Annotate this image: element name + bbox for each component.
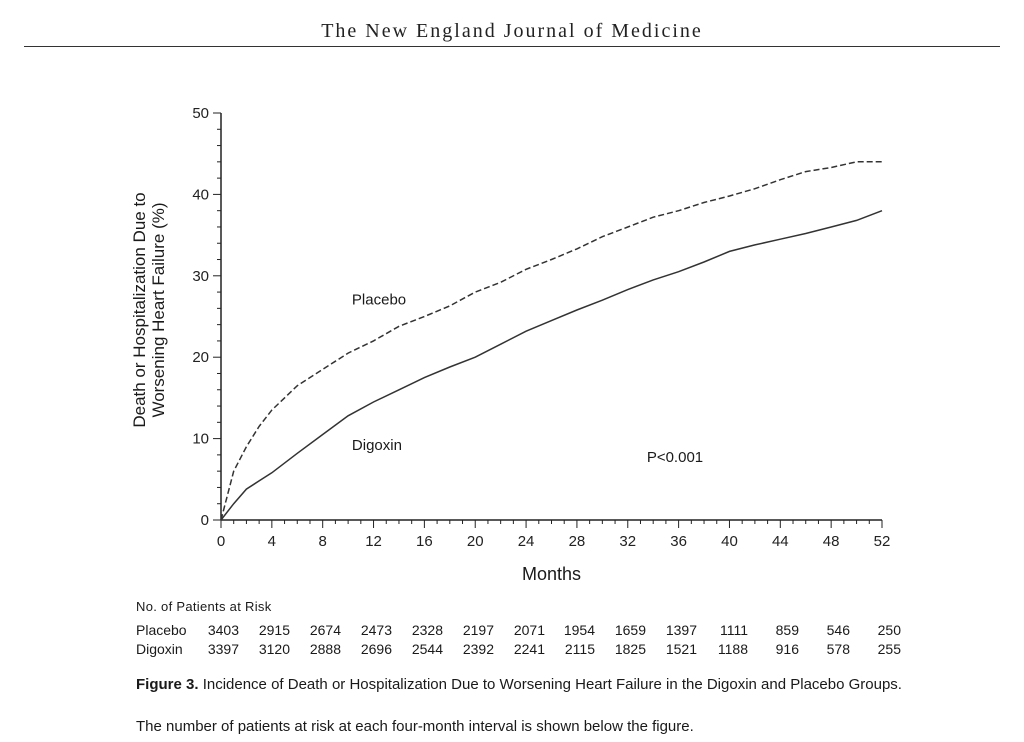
header-rule — [24, 46, 1000, 47]
risk-value: 1397 — [665, 622, 697, 638]
x-tick-label: 4 — [268, 533, 276, 550]
risk-value: 2473 — [360, 622, 392, 638]
y-tick-label: 50 — [192, 105, 209, 122]
risk-value: 578 — [826, 641, 850, 657]
risk-value: 1188 — [717, 641, 748, 657]
y-tick-label: 40 — [192, 186, 209, 203]
risk-value: 2696 — [360, 641, 392, 657]
y-axis-label-line2: Worsening Heart Failure (%) — [149, 202, 168, 418]
series-line-digoxin — [220, 209, 883, 521]
figure-caption: Figure 3. Incidence of Death or Hospital… — [136, 676, 906, 694]
risk-value: 2197 — [462, 622, 494, 638]
y-tick-label: 10 — [192, 431, 209, 448]
x-tick-label: 24 — [518, 533, 535, 550]
x-tick-label: 36 — [670, 533, 687, 550]
risk-value: 2888 — [309, 641, 341, 657]
risk-table-title: No. of Patients at Risk — [136, 599, 272, 614]
risk-value: 1954 — [563, 622, 595, 638]
y-axis-label-line1: Death or Hospitalization Due to — [130, 192, 149, 428]
y-tick-label: 30 — [192, 268, 209, 285]
x-tick-label: 44 — [772, 533, 789, 550]
x-tick-label: 48 — [823, 533, 840, 550]
x-tick-label: 16 — [416, 533, 433, 550]
risk-value: 1825 — [614, 641, 646, 657]
risk-value: 3120 — [258, 641, 290, 657]
series-line-placebo — [220, 161, 882, 521]
p-value-annotation: P<0.001 — [647, 449, 703, 466]
risk-value: 2392 — [462, 641, 494, 657]
x-tick-label: 0 — [217, 533, 225, 550]
risk-value: 2241 — [513, 641, 545, 657]
x-tick-label: 12 — [365, 533, 382, 550]
series-label-digoxin: Digoxin — [352, 437, 402, 454]
figure-note: The number of patients at risk at each f… — [136, 718, 694, 735]
risk-row-name: Placebo — [136, 622, 187, 638]
risk-value: 3397 — [207, 641, 239, 657]
risk-value: 255 — [877, 641, 901, 657]
risk-row-name: Digoxin — [136, 641, 183, 657]
risk-value: 2915 — [258, 622, 290, 638]
risk-row-digoxin: Digoxin 3397 3120 2888 2696 2544 2392 2241 2115 1… — [0, 641, 1024, 659]
y-tick-label: 20 — [192, 349, 209, 366]
risk-row-placebo: Placebo 3403 2915 2674 2473 2328 2197 2071 1954 1… — [0, 622, 1024, 640]
risk-value: 2115 — [564, 641, 595, 657]
y-tick-label: 0 — [201, 512, 209, 529]
risk-value: 250 — [877, 622, 901, 638]
figure-label: Figure 3. — [136, 676, 199, 693]
risk-value: 2544 — [411, 641, 443, 657]
x-tick-label: 28 — [569, 533, 586, 550]
risk-value: 916 — [775, 641, 799, 657]
y-axis-label: Death or Hospitalization Due to Worsenin… — [130, 165, 168, 455]
series-label-placebo: Placebo — [352, 291, 406, 308]
risk-value: 1521 — [665, 641, 697, 657]
x-tick-label: 20 — [467, 533, 484, 550]
risk-value: 3403 — [207, 622, 239, 638]
risk-value: 1659 — [614, 622, 646, 638]
figure-caption-text: Incidence of Death or Hospitalization Du… — [202, 676, 902, 693]
risk-value: 2674 — [309, 622, 341, 638]
risk-value: 859 — [775, 622, 799, 638]
x-tick-label: 32 — [619, 533, 636, 550]
risk-value: 2071 — [513, 622, 545, 638]
risk-value: 1111 — [719, 622, 748, 638]
risk-value: 2328 — [411, 622, 443, 638]
risk-value: 546 — [826, 622, 850, 638]
journal-header: The New England Journal of Medicine — [321, 20, 703, 42]
x-tick-label: 8 — [319, 533, 327, 550]
x-axis-label: Months — [522, 564, 581, 584]
x-tick-label: 40 — [721, 533, 738, 550]
x-tick-label: 52 — [874, 533, 891, 550]
